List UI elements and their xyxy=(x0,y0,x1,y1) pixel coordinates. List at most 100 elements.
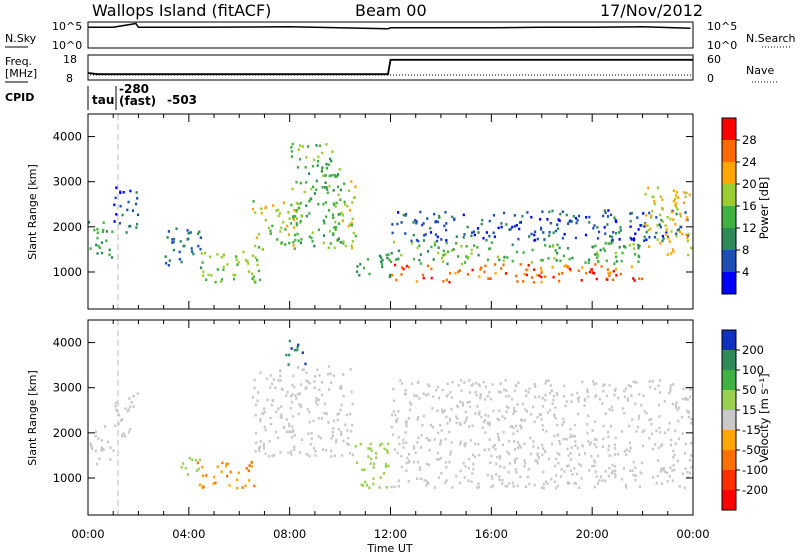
velocity-cell xyxy=(259,371,262,375)
power-cell xyxy=(422,276,425,280)
velocity-cell xyxy=(286,390,289,394)
power-cell xyxy=(658,223,661,226)
power-cell xyxy=(236,263,239,266)
power-cell xyxy=(200,252,203,255)
velocity-cell xyxy=(296,346,299,349)
power-cell xyxy=(429,231,433,234)
power-cell xyxy=(172,248,175,252)
velocity-cell xyxy=(690,418,693,421)
power-cell xyxy=(552,245,555,248)
velocity-cell xyxy=(574,440,577,443)
power-cell xyxy=(323,186,327,189)
power-cell xyxy=(295,180,298,184)
velocity-cell xyxy=(236,478,239,482)
velocity-cell xyxy=(623,389,626,393)
velocity-cell xyxy=(392,410,395,413)
velocity-cell xyxy=(492,484,495,488)
velocity-cell xyxy=(672,456,675,459)
velocity-cell xyxy=(236,486,239,490)
power-cell xyxy=(522,280,525,283)
velocity-cell xyxy=(250,461,253,464)
velocity-cell xyxy=(320,417,323,420)
power-cell xyxy=(542,231,545,234)
power-cell xyxy=(221,278,224,281)
velocity-cell xyxy=(595,438,598,441)
velocity-cell xyxy=(408,401,412,404)
power-cell xyxy=(178,250,181,254)
velocity-cell xyxy=(449,450,452,454)
power-cell xyxy=(558,272,561,276)
velocity-cell xyxy=(367,447,370,450)
power-cell xyxy=(559,259,562,263)
velocity-cell xyxy=(288,339,291,343)
velocity-cell xyxy=(492,409,495,413)
colorbar-tick-label: 24 xyxy=(742,155,757,169)
velocity-cell xyxy=(98,457,101,460)
velocity-cell xyxy=(570,446,573,449)
velocity-cell xyxy=(683,486,686,490)
velocity-cell xyxy=(196,461,199,465)
power-cell xyxy=(276,238,279,241)
power-cell xyxy=(298,206,301,210)
velocity-cell xyxy=(365,483,369,487)
power-cell xyxy=(517,237,520,241)
velocity-cell xyxy=(474,442,477,446)
power-cell xyxy=(477,253,480,257)
velocity-cell xyxy=(413,394,416,397)
velocity-cell xyxy=(614,475,617,479)
power-cell xyxy=(675,234,678,238)
nsearch-label: N.Search xyxy=(746,32,796,45)
power-cell xyxy=(310,187,313,191)
power-cell xyxy=(288,217,291,220)
power-cell xyxy=(611,241,614,244)
velocity-cell xyxy=(263,407,266,410)
velocity-cell xyxy=(603,479,607,483)
velocity-cell xyxy=(678,485,681,488)
power-cell xyxy=(548,234,551,237)
velocity-cell xyxy=(335,438,338,442)
y-tick-label: 4000 xyxy=(53,130,82,144)
power-cell xyxy=(632,247,636,250)
power-cell xyxy=(127,200,130,204)
velocity-cell xyxy=(254,449,257,453)
power-cell xyxy=(463,233,466,236)
velocity-cell xyxy=(446,382,449,386)
power-cell xyxy=(664,224,667,227)
velocity-cell xyxy=(337,412,340,415)
velocity-cell xyxy=(533,483,536,487)
velocity-cell xyxy=(226,462,229,466)
power-cell xyxy=(503,211,506,215)
velocity-cell xyxy=(467,457,471,461)
power-cell xyxy=(597,254,600,258)
power-cell xyxy=(280,241,283,244)
power-cell xyxy=(171,238,174,241)
velocity-cell xyxy=(367,455,370,458)
velocity-cell xyxy=(364,480,367,484)
velocity-cell xyxy=(253,378,256,382)
power-cell xyxy=(347,189,351,192)
velocity-cell xyxy=(330,437,333,440)
power-cell xyxy=(190,247,193,250)
velocity-cell xyxy=(95,430,98,433)
power-cell xyxy=(113,220,116,223)
x-tick-label: 04:00 xyxy=(172,527,205,541)
power-cell xyxy=(315,179,318,183)
velocity-cell xyxy=(317,435,320,438)
velocity-cell xyxy=(476,486,479,489)
velocity-cell xyxy=(484,419,487,422)
power-cell xyxy=(207,273,210,277)
velocity-cell xyxy=(247,479,251,482)
velocity-cell xyxy=(524,461,527,465)
power-cell xyxy=(587,261,590,265)
velocity-cell xyxy=(413,460,416,464)
velocity-cell xyxy=(446,393,450,397)
velocity-cell xyxy=(534,459,537,462)
power-cell xyxy=(607,242,610,245)
velocity-cell xyxy=(587,440,590,443)
velocity-cell xyxy=(421,424,424,427)
y-tick-label: 4000 xyxy=(53,336,82,350)
velocity-cell xyxy=(612,469,615,473)
power-cell xyxy=(400,273,403,276)
power-cell xyxy=(505,223,508,226)
power-cell xyxy=(619,229,622,232)
